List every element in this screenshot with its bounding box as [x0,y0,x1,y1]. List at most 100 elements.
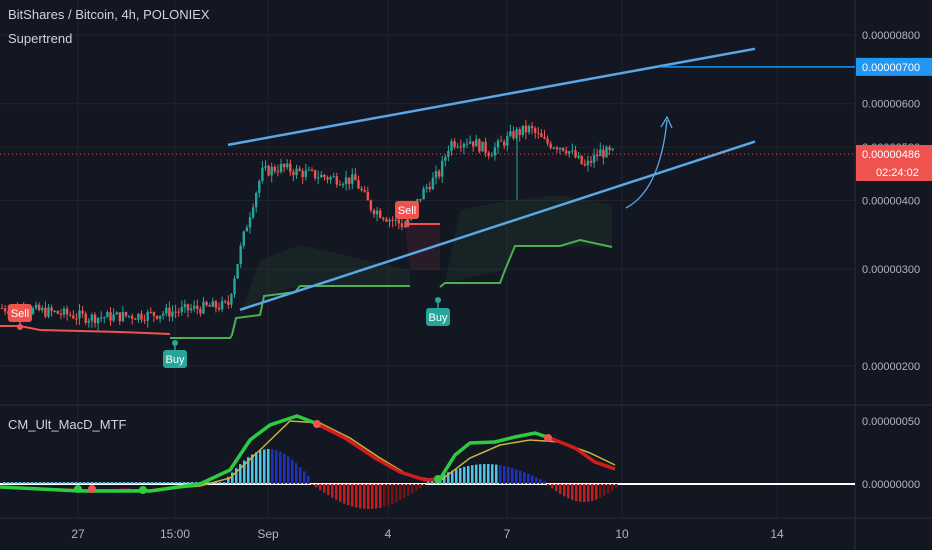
macd-histogram-bar [187,482,190,484]
candle [140,310,143,323]
candle [332,172,335,178]
macd-histogram-bar [67,482,70,484]
candle [310,167,314,172]
symbol-title[interactable]: BitShares / Bitcoin, 4h, POLONIEX [8,7,210,22]
signal-dot [17,324,23,330]
candle [217,302,221,312]
candle [456,142,459,149]
candle-body [419,199,422,201]
macd-histogram-bar [331,484,334,498]
candle [472,141,475,152]
macd-histogram-bar [387,484,390,506]
candle [261,160,264,184]
candle [279,158,283,174]
time-tick-label: 7 [504,527,511,541]
macd-histogram-bar [35,482,38,484]
candle [239,242,242,269]
candle-body [549,143,552,149]
candle [506,131,509,152]
macd-histogram-bar [259,450,262,484]
candle [245,224,249,232]
macd-histogram-bar [287,456,290,484]
candle-body [162,313,165,316]
candle-body [543,136,546,139]
signal-dot [404,221,410,227]
price-tick-label: 0.00000400 [862,196,920,208]
macd-histogram-bar [507,466,510,484]
candle-body [183,304,187,307]
candle [270,162,273,183]
candle [248,212,252,234]
candle-body [602,149,605,158]
candle [555,145,559,153]
signal-dot [172,340,178,346]
supertrend-legend[interactable]: Supertrend [8,31,73,46]
candle [351,168,354,190]
signal-box [163,350,187,368]
candle [96,317,100,331]
candle [41,305,44,313]
candle-body [320,174,323,178]
candle [561,147,565,152]
macd-histogram-bar [183,482,186,484]
macd-histogram-bar [551,484,554,489]
candle-body [205,301,208,306]
candle [127,315,131,319]
candle-body [348,177,351,184]
candle [348,177,351,190]
macd-histogram-bar [31,482,34,484]
candle [534,126,537,139]
candle [205,300,208,307]
candle [307,166,311,172]
macd-histogram-bar [295,463,298,484]
candle [422,186,425,200]
candle [366,186,369,201]
candle [124,311,128,318]
candle-body [87,320,90,323]
candle [369,199,373,213]
candle [137,313,140,323]
macd-cross-dot [313,420,321,428]
macd-cross-dot [544,434,552,442]
candle-body [152,311,156,316]
candle [121,306,125,323]
candle-body [586,160,590,166]
macd-histogram-bar [471,465,474,484]
macd-histogram-bar [559,484,562,494]
macd-histogram-bar [323,484,326,493]
candle-body [481,141,484,152]
candle [385,216,388,223]
macd-histogram-bar [79,482,82,484]
macd-histogram-bar [327,484,330,496]
candle-body [245,227,249,232]
macd-line [314,421,441,482]
candle-body [363,190,366,192]
candle [171,305,174,322]
candle-body [196,305,199,310]
macd-histogram-bar [391,484,394,505]
macd-legend[interactable]: CM_Ult_MacD_MTF [8,417,127,432]
macd-histogram-bar [19,482,22,484]
candle-body [168,307,171,317]
candle-body [468,141,472,144]
macd-histogram-bar [263,449,266,484]
macd-histogram-bar [599,484,602,498]
candle-body [255,192,258,208]
macd-histogram-bar [467,465,470,484]
candle [518,127,521,142]
candle [165,303,168,317]
candle-body [335,176,338,185]
macd-histogram-bar [499,465,502,484]
candle [292,169,295,182]
candle [527,124,531,135]
candle [338,180,342,186]
candle-body [96,317,100,324]
candle-body [307,169,311,171]
macd-histogram-bar [95,482,98,484]
macd-histogram-bar [443,473,446,484]
macd-tick-label: 0.00000050 [862,416,920,428]
candle [586,155,590,172]
macd-histogram-bar [115,482,118,484]
candle-body [239,245,242,265]
